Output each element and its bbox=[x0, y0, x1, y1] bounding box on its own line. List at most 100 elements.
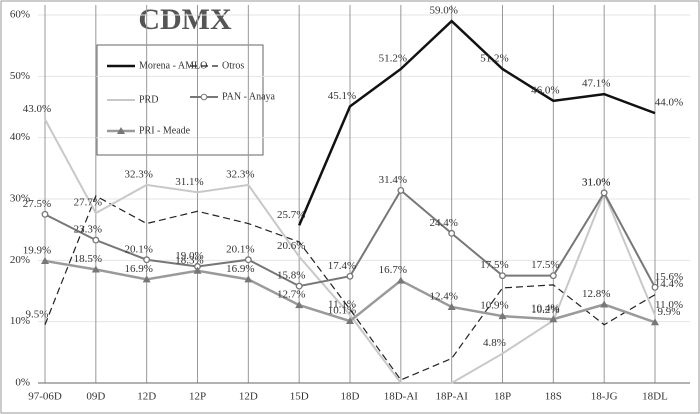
data-label: 46.0% bbox=[531, 84, 559, 96]
y-tick-label: 50% bbox=[10, 70, 30, 82]
y-tick-label: 0% bbox=[15, 377, 30, 389]
data-label: 10.4% bbox=[531, 303, 559, 315]
data-label: 31.4% bbox=[379, 174, 407, 186]
data-label: 4.8% bbox=[483, 337, 506, 349]
data-label: 18.3% bbox=[175, 254, 203, 266]
data-label: 20.1% bbox=[124, 243, 152, 255]
point bbox=[143, 256, 151, 264]
point bbox=[499, 272, 506, 280]
legend-label: Otros bbox=[222, 60, 244, 71]
data-label: 15.8% bbox=[277, 270, 305, 282]
point bbox=[600, 300, 609, 308]
data-label: 31.0% bbox=[582, 176, 610, 188]
point bbox=[346, 317, 354, 325]
legend-label: PRI - Meade bbox=[139, 125, 191, 136]
data-label: 11.0% bbox=[655, 299, 683, 311]
x-tick-label: 18-JG bbox=[591, 391, 618, 403]
data-label: 27.7% bbox=[74, 197, 102, 209]
data-label: 59.0% bbox=[429, 5, 457, 17]
x-tick-label: 15D bbox=[290, 391, 309, 403]
point bbox=[600, 189, 608, 197]
point bbox=[193, 266, 202, 274]
data-label: 17.5% bbox=[480, 259, 508, 271]
legend-label: PAN - Anaya bbox=[222, 91, 276, 102]
point bbox=[295, 301, 304, 309]
chart-title: CDMX bbox=[138, 3, 232, 36]
data-label: 43.0% bbox=[23, 103, 51, 115]
point bbox=[397, 186, 405, 194]
x-tick-label: 18P bbox=[494, 391, 511, 403]
point bbox=[549, 272, 557, 280]
legend-label: PRD bbox=[139, 94, 158, 105]
data-label: 20.1% bbox=[226, 243, 254, 255]
data-label: 17.4% bbox=[328, 260, 356, 272]
point bbox=[549, 315, 558, 323]
data-label: 10.1% bbox=[328, 305, 356, 317]
x-tick-label: 12D bbox=[137, 391, 156, 403]
point bbox=[498, 312, 507, 320]
data-label: 44.0% bbox=[655, 97, 683, 109]
data-label: 19.9% bbox=[23, 244, 51, 256]
point bbox=[41, 256, 49, 264]
point bbox=[295, 282, 303, 290]
x-tick-label: 18P-AI bbox=[435, 391, 468, 403]
data-label: 14.4% bbox=[655, 278, 683, 290]
point bbox=[448, 229, 456, 237]
x-tick-label: 18D bbox=[341, 391, 360, 403]
data-label: 17.5% bbox=[531, 259, 559, 271]
x-tick-label: 18DL bbox=[642, 391, 668, 403]
data-label: 12.8% bbox=[582, 288, 610, 300]
x-tick-label: 09D bbox=[86, 391, 105, 403]
point bbox=[447, 302, 456, 310]
x-tick-label: 12P bbox=[189, 391, 206, 403]
y-tick-label: 40% bbox=[10, 131, 30, 143]
point bbox=[244, 275, 253, 283]
data-label: 32.3% bbox=[124, 168, 152, 180]
data-label: 51.2% bbox=[379, 53, 407, 65]
data-label: 19.0% bbox=[175, 250, 203, 262]
data-label: 11.1% bbox=[328, 298, 356, 310]
data-label: 15.6% bbox=[655, 271, 683, 283]
data-label: 45.1% bbox=[328, 90, 356, 102]
data-label: 47.1% bbox=[582, 78, 610, 90]
legend-marker bbox=[200, 93, 208, 101]
x-tick-label: 12D bbox=[239, 391, 258, 403]
data-label: 9.5% bbox=[26, 308, 49, 320]
y-tick-label: 60% bbox=[10, 9, 30, 21]
point bbox=[91, 265, 100, 273]
data-label: 51.2% bbox=[480, 53, 508, 65]
x-tick-label: 97-06D bbox=[28, 391, 62, 403]
point bbox=[92, 236, 100, 244]
data-label: 20.6% bbox=[277, 240, 305, 252]
data-label: 9.9% bbox=[658, 306, 681, 318]
y-tick-label: 10% bbox=[10, 315, 30, 327]
data-label: 16.9% bbox=[226, 263, 254, 275]
point bbox=[41, 210, 49, 218]
legend-label: Morena - AMLO bbox=[139, 60, 207, 71]
data-label: 27.5% bbox=[23, 198, 51, 210]
data-label: 25.7% bbox=[277, 209, 305, 221]
point bbox=[244, 256, 252, 264]
point bbox=[651, 283, 659, 291]
point bbox=[396, 276, 405, 284]
data-label: 16.9% bbox=[124, 263, 152, 275]
data-label: 18.5% bbox=[74, 253, 102, 265]
legend-marker bbox=[117, 127, 125, 134]
data-label: 23.3% bbox=[74, 224, 102, 236]
x-tick-label: 18S bbox=[545, 391, 562, 403]
point bbox=[142, 275, 151, 283]
point bbox=[651, 318, 659, 326]
data-label: 16.7% bbox=[379, 264, 407, 276]
series-line bbox=[298, 19, 656, 226]
y-tick-label: 30% bbox=[10, 193, 30, 205]
data-label: 32.3% bbox=[226, 168, 254, 180]
series-line bbox=[44, 195, 656, 381]
x-tick-label: 18D-AI bbox=[384, 391, 419, 403]
y-tick-label: 20% bbox=[10, 254, 30, 266]
point bbox=[346, 272, 354, 280]
data-label: 31.0% bbox=[582, 176, 610, 188]
data-label: 10.2% bbox=[531, 304, 559, 316]
data-label: 24.4% bbox=[429, 217, 457, 229]
